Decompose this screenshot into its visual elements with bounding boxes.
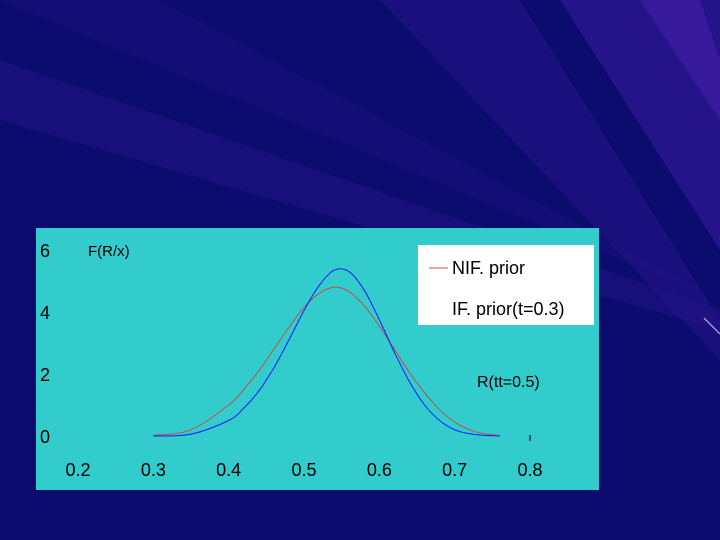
legend-label-if-prior: IF. prior(t=0.3) (452, 299, 565, 319)
x-tick-label: 0.8 (517, 460, 542, 480)
x-tick-label: 0.5 (291, 460, 316, 480)
y-tick-label: 6 (40, 241, 50, 261)
y-axis-label: F(R/x) (88, 243, 130, 260)
x-tick-label: 0.7 (442, 460, 467, 480)
x-tick-label: 0.4 (216, 460, 241, 480)
y-tick-label: 4 (40, 303, 50, 323)
legend-box (418, 245, 594, 325)
series-line-nif-prior (153, 286, 500, 436)
x-tick-label: 0.3 (141, 460, 166, 480)
chart-annotation: R(tt=0.5) (477, 374, 540, 391)
chart-panel: 0 2 4 6 0.2 0.3 0.4 0.5 0.6 0.7 0.8 F(R/x) NIF. p… (36, 228, 599, 490)
x-tick-label: 0.2 (65, 460, 90, 480)
legend-label-nif-prior: NIF. prior (452, 258, 525, 278)
chart-plot: 0 2 4 6 0.2 0.3 0.4 0.5 0.6 0.7 0.8 F(R/x) NIF. p… (40, 241, 594, 480)
x-tick-label: 0.6 (367, 460, 392, 480)
series-line-if-prior (153, 268, 500, 437)
y-tick-label: 2 (40, 365, 50, 385)
y-tick-label: 0 (40, 427, 50, 447)
